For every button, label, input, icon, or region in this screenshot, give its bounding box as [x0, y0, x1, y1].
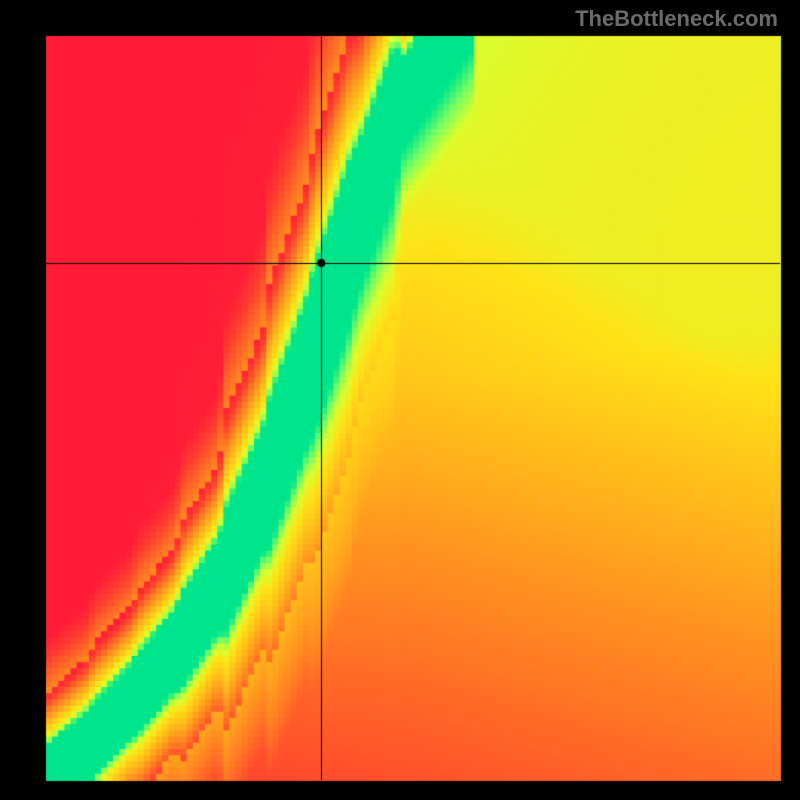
- attribution-label: TheBottleneck.com: [575, 6, 778, 32]
- bottleneck-heatmap: [0, 0, 800, 800]
